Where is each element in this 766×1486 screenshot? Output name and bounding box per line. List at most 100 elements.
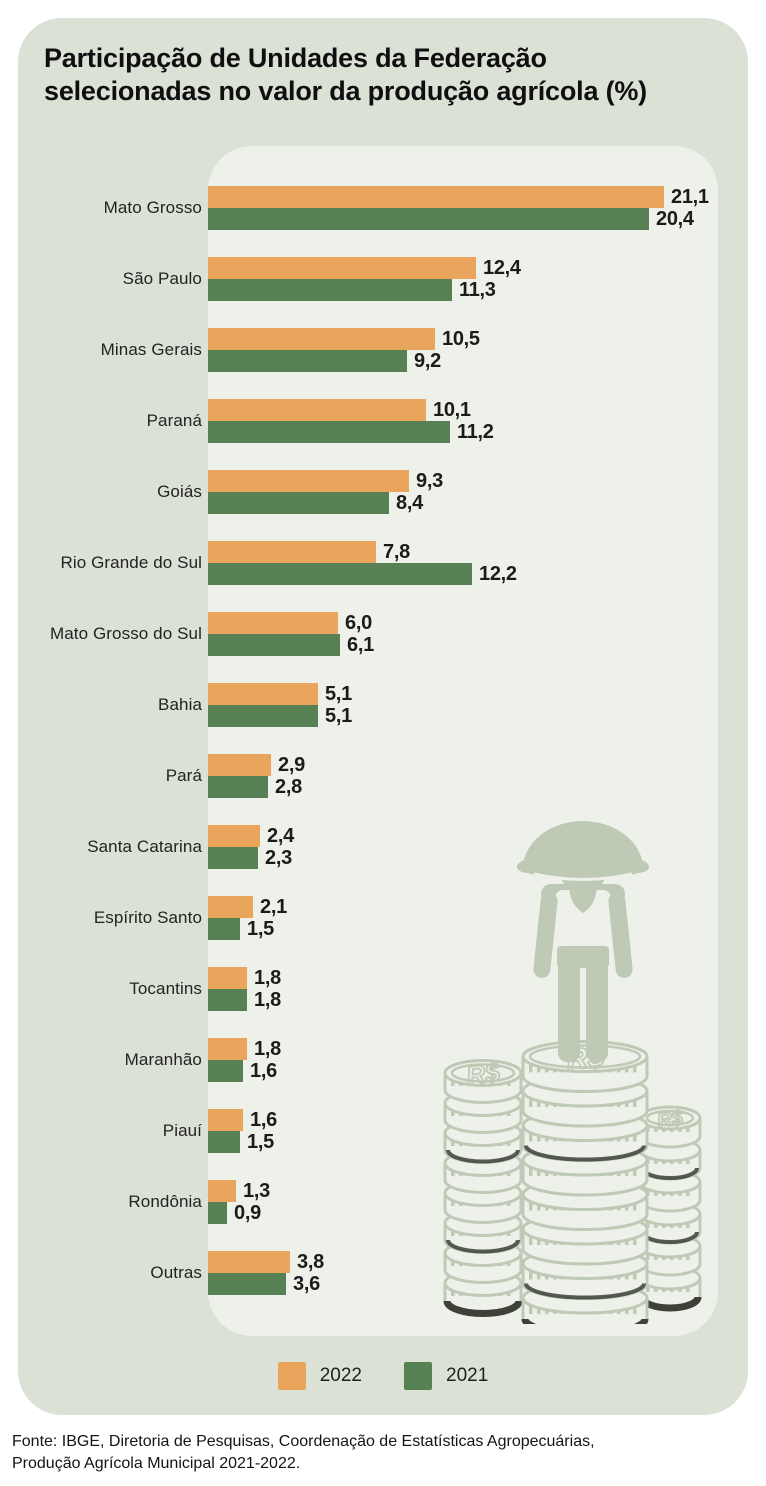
- bar-row: Rondônia 1,3 0,9: [0, 1180, 766, 1224]
- bar-2022: [208, 1180, 236, 1202]
- bar-2021: [208, 1060, 243, 1082]
- bar-row: Pará 2,9 2,8: [0, 754, 766, 798]
- category-label: Rio Grande do Sul: [60, 553, 202, 572]
- bar-2022: [208, 683, 318, 705]
- category-label: Maranhão: [124, 1050, 202, 1069]
- bar-2022: [208, 896, 253, 918]
- source-note: Fonte: IBGE, Diretoria de Pesquisas, Coo…: [12, 1431, 736, 1475]
- value-label-2021: 1,5: [247, 918, 274, 940]
- category-label: Minas Gerais: [100, 340, 202, 359]
- value-label-2021: 1,6: [250, 1060, 277, 1082]
- bar-row: Rio Grande do Sul 7,8 12,2: [0, 541, 766, 585]
- bar-row: Santa Catarina 2,4 2,3: [0, 825, 766, 869]
- legend-swatch-2021: [404, 1362, 432, 1390]
- category-label: Mato Grosso: [103, 198, 202, 217]
- bar-row: Mato Grosso 21,1 20,4: [0, 186, 766, 230]
- value-label-2021: 2,3: [265, 847, 292, 869]
- bar-2021: [208, 776, 268, 798]
- coin-currency-label: R$: [656, 1107, 685, 1132]
- coin-stacks: R$ R$ R$: [443, 1038, 702, 1324]
- outer-card: Participação de Unidades da Federação se…: [18, 18, 748, 1415]
- bar-row: Minas Gerais 10,5 9,2: [0, 328, 766, 372]
- bar-row: Bahia 5,1 5,1: [0, 683, 766, 727]
- value-label-2022: 5,1: [325, 683, 352, 705]
- bar-2021: [208, 705, 318, 727]
- value-label-2022: 21,1: [671, 186, 709, 208]
- bar-row: Espírito Santo 2,1 1,5: [0, 896, 766, 940]
- value-label-2022: 12,4: [483, 257, 521, 279]
- bar-2021: [208, 563, 472, 585]
- farmer-icon: [516, 821, 650, 1062]
- source-line2: Produção Agrícola Municipal 2021-2022.: [12, 1455, 301, 1472]
- bar-2021: [208, 492, 389, 514]
- bar-row: Tocantins 1,8 1,8: [0, 967, 766, 1011]
- value-label-2022: 7,8: [383, 541, 410, 563]
- bar-2022: [208, 186, 664, 208]
- bar-row: Goiás 9,3 8,4: [0, 470, 766, 514]
- bar-row: Outras 3,8 3,6: [0, 1251, 766, 1295]
- legend: 2022 2021: [18, 1360, 748, 1392]
- bar-row: Piauí 1,6 1,5: [0, 1109, 766, 1153]
- value-label-2022: 1,3: [243, 1180, 270, 1202]
- bar-2022: [208, 470, 409, 492]
- source-line1: Fonte: IBGE, Diretoria de Pesquisas, Coo…: [12, 1433, 595, 1450]
- value-label-2022: 2,4: [267, 825, 294, 847]
- value-label-2021: 12,2: [479, 563, 517, 585]
- category-label: Paraná: [146, 411, 202, 430]
- bar-2021: [208, 279, 452, 301]
- value-label-2021: 6,1: [347, 634, 374, 656]
- legend-label-2022: 2022: [319, 1365, 362, 1386]
- legend-item-2021: 2021: [404, 1362, 488, 1390]
- bar-2022: [208, 328, 435, 350]
- bar-2021: [208, 634, 340, 656]
- bar-2021: [208, 1202, 227, 1224]
- value-label-2021: 11,2: [457, 421, 494, 443]
- value-label-2021: 2,8: [275, 776, 302, 798]
- category-label: Piauí: [162, 1121, 202, 1140]
- legend-label-2021: 2021: [446, 1365, 489, 1386]
- value-label-2022: 10,1: [433, 399, 471, 421]
- bar-2021: [208, 350, 407, 372]
- bar-2022: [208, 541, 376, 563]
- value-label-2021: 11,3: [459, 279, 496, 301]
- bar-2022: [208, 754, 271, 776]
- bar-2022: [208, 825, 260, 847]
- category-label: Mato Grosso do Sul: [49, 624, 202, 643]
- bar-2021: [208, 847, 258, 869]
- value-label-2021: 0,9: [234, 1202, 261, 1224]
- bar-2022: [208, 1109, 243, 1131]
- bar-row: Paraná 10,1 11,2: [0, 399, 766, 443]
- bar-2021: [208, 989, 247, 1011]
- value-label-2022: 6,0: [345, 612, 372, 634]
- value-label-2022: 10,5: [442, 328, 480, 350]
- coin-stack-center: R$: [521, 1038, 649, 1324]
- value-label-2022: 2,1: [260, 896, 287, 918]
- value-label-2022: 1,8: [254, 967, 281, 989]
- category-label: Goiás: [157, 482, 202, 501]
- value-label-2022: 3,8: [297, 1251, 324, 1273]
- bar-2021: [208, 918, 240, 940]
- chart-title-line2: selecionadas no valor da produção agríco…: [44, 76, 647, 106]
- bar-2021: [208, 1131, 240, 1153]
- category-label: Espírito Santo: [93, 908, 202, 927]
- legend-swatch-2022: [277, 1362, 306, 1390]
- coin-stack-left: R$: [443, 1056, 523, 1317]
- bar-row: Mato Grosso do Sul 6,0 6,1: [0, 612, 766, 656]
- bar-2022: [208, 1251, 290, 1273]
- chart-title-line1: Participação de Unidades da Federação: [44, 43, 547, 73]
- bar-2021: [208, 421, 450, 443]
- value-label-2021: 1,5: [247, 1131, 274, 1153]
- bar-2022: [208, 399, 426, 421]
- bar-2022: [208, 612, 338, 634]
- bar-row: São Paulo 12,4 11,3: [0, 257, 766, 301]
- category-label: Outras: [150, 1263, 202, 1282]
- category-label: Rondônia: [128, 1192, 202, 1211]
- chart-title: Participação de Unidades da Federação se…: [44, 42, 704, 108]
- value-label-2022: 2,9: [278, 754, 305, 776]
- bar-2022: [208, 257, 476, 279]
- value-label-2022: 9,3: [416, 470, 443, 492]
- bar-2021: [208, 208, 649, 230]
- value-label-2021: 5,1: [325, 705, 352, 727]
